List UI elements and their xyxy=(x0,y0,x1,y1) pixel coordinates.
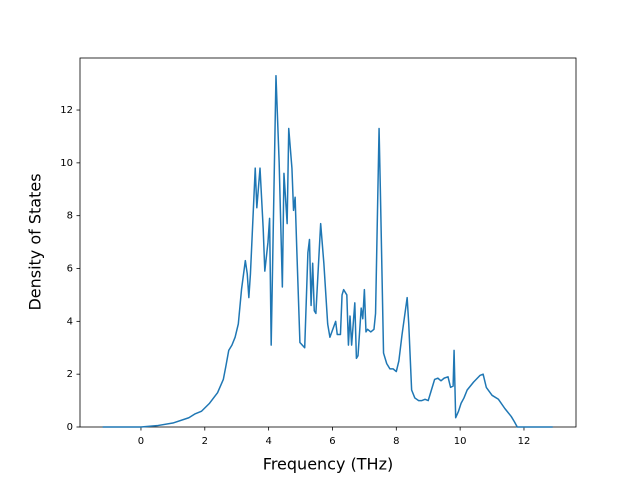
x-tick-label: 6 xyxy=(329,436,335,447)
x-axis-label: Frequency (THz) xyxy=(263,455,393,474)
y-tick-label: 12 xyxy=(60,105,73,116)
x-tick-label: 4 xyxy=(265,436,271,447)
y-tick-label: 10 xyxy=(60,158,73,169)
x-tick-label: 2 xyxy=(202,436,208,447)
y-tick-label: 4 xyxy=(67,316,73,327)
y-tick-label: 8 xyxy=(67,211,73,222)
dos-line xyxy=(102,74,553,428)
x-tick-label: 10 xyxy=(454,436,467,447)
x-tick-label: 12 xyxy=(518,436,531,447)
plot-frame xyxy=(79,57,577,428)
y-axis-label: Density of States xyxy=(26,173,45,310)
x-tick-label: 8 xyxy=(393,436,399,447)
y-tick-label: 6 xyxy=(67,264,73,275)
y-tick-label: 2 xyxy=(67,369,73,380)
y-tick-label: 0 xyxy=(67,422,73,433)
x-tick-label: 0 xyxy=(138,436,144,447)
